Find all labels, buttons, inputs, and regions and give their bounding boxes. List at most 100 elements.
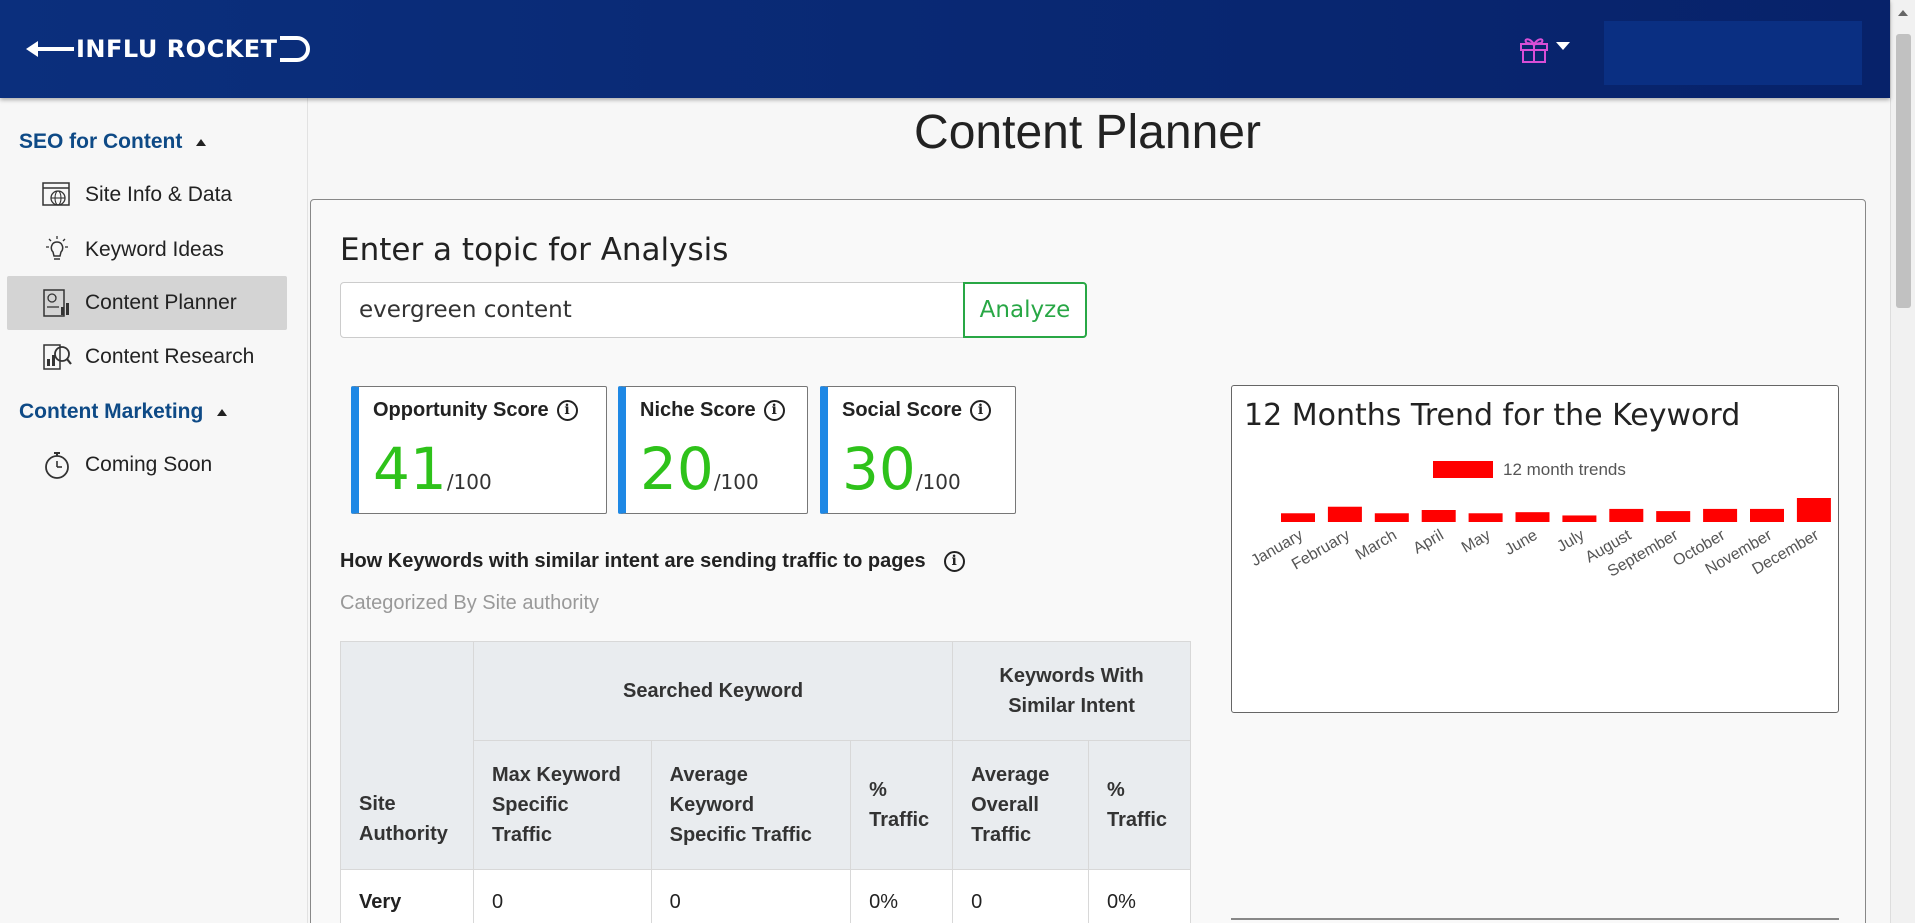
score-value: 30: [842, 435, 916, 503]
trend-chart-card: 12 Months Trend for the Keyword 12 month…: [1231, 385, 1839, 713]
trend-bar-october[interactable]: [1703, 508, 1738, 522]
score-value-row: 20/100: [640, 435, 759, 503]
table-cell: 0%: [1088, 869, 1191, 923]
table-cell: 0: [952, 869, 1089, 923]
topic-heading: Enter a topic for Analysis: [340, 232, 729, 268]
sidebar-item-keyword-ideas[interactable]: Keyword Ideas: [7, 223, 287, 277]
sidebar-item-site-info[interactable]: Site Info & Data: [7, 168, 287, 222]
table-header-row: Max Keyword Specific Traffic Average Key…: [341, 740, 1191, 870]
traffic-heading-text: How Keywords with similar intent are sen…: [340, 550, 926, 572]
legend-swatch[interactable]: [1433, 461, 1493, 478]
month-tick-label: March: [1353, 527, 1400, 564]
score-title-text: Social Score: [842, 399, 963, 421]
group-header-similar-intent: Keywords With Similar Intent: [952, 641, 1191, 741]
sidebar-item-coming-soon[interactable]: Coming Soon: [7, 438, 287, 492]
top-navbar: INFLU ROCKET: [0, 0, 1890, 98]
collapse-triangle-icon: [196, 138, 207, 146]
report-chart-icon: [43, 289, 69, 317]
opportunity-score-card: Opportunity Score i 41/100: [351, 386, 607, 514]
score-max: /100: [915, 470, 961, 494]
score-value-row: 41/100: [373, 435, 492, 503]
analyze-button[interactable]: Analyze: [963, 282, 1087, 338]
table-row: Very 0 0 0% 0 0%: [340, 869, 1191, 923]
trend-bar-august[interactable]: [1609, 508, 1644, 522]
column-header: % Traffic: [1088, 740, 1191, 870]
info-icon[interactable]: i: [943, 551, 965, 572]
table-group-header-row: Site Authority Searched Keyword Keywords…: [340, 641, 1191, 870]
sidebar-item-label: Site Info & Data: [85, 183, 233, 206]
user-menu[interactable]: [1604, 21, 1862, 85]
trend-bar-september[interactable]: [1656, 511, 1691, 522]
logo-text: INFLU ROCKET: [76, 35, 278, 63]
collapse-triangle-icon: [217, 408, 228, 416]
month-tick-label: June: [1502, 527, 1541, 559]
info-icon[interactable]: i: [763, 400, 785, 421]
trend-bar-january[interactable]: [1281, 513, 1315, 522]
niche-score-card: Niche Score i 20/100: [618, 386, 808, 514]
trend-bar-june[interactable]: [1515, 512, 1550, 522]
table-cell: Very: [340, 869, 474, 923]
globe-grid-icon: [42, 182, 70, 206]
trend-bar-may[interactable]: [1468, 513, 1503, 522]
sidebar-section-content-marketing[interactable]: Content Marketing: [19, 400, 228, 424]
column-header: Max Keyword Specific Traffic: [472, 740, 652, 870]
legend-label[interactable]: 12 month trends: [1503, 460, 1626, 479]
score-value: 20: [640, 435, 714, 503]
month-tick-label: April: [1410, 527, 1446, 558]
logo-arrow-icon: [26, 41, 74, 57]
gift-icon[interactable]: [1518, 32, 1550, 64]
trend-bar-july[interactable]: [1562, 515, 1597, 522]
page-scrollbar[interactable]: [1890, 0, 1915, 923]
month-tick-label: May: [1459, 527, 1494, 557]
score-max: /100: [713, 470, 759, 494]
score-value: 41: [373, 435, 447, 503]
stopwatch-icon: [45, 452, 69, 479]
page-title: Content Planner: [914, 106, 1261, 159]
sidebar-item-content-research[interactable]: Content Research: [7, 330, 287, 384]
next-card-edge: [1231, 918, 1839, 920]
traffic-heading: How Keywords with similar intent are sen…: [340, 550, 965, 573]
score-card-title: Opportunity Score i: [373, 399, 578, 422]
column-header: Average Keyword Specific Traffic: [650, 740, 852, 870]
lightbulb-icon: [46, 236, 68, 260]
score-title-text: Opportunity Score: [373, 399, 549, 421]
trend-bar-march[interactable]: [1374, 513, 1409, 522]
sidebar-item-label: Content Research: [85, 345, 255, 368]
column-header: % Traffic: [850, 740, 954, 870]
score-card-title: Social Score i: [842, 399, 992, 422]
social-score-card: Social Score i 30/100: [820, 386, 1016, 514]
score-value-row: 30/100: [842, 435, 961, 503]
gift-dropdown-caret-icon[interactable]: [1556, 42, 1570, 50]
traffic-table: Site Authority Searched Keyword Keywords…: [340, 641, 1191, 923]
topic-input[interactable]: [340, 282, 964, 338]
table-cell: 0: [472, 869, 652, 923]
scrollbar-thumb[interactable]: [1896, 34, 1911, 308]
sidebar-item-content-planner[interactable]: Content Planner: [7, 276, 287, 330]
info-icon[interactable]: i: [970, 400, 992, 421]
trend-bar-december[interactable]: [1796, 498, 1831, 522]
column-header-site-authority: Site Authority: [340, 641, 474, 870]
sidebar-item-label: Content Planner: [85, 291, 237, 314]
traffic-subheading: Categorized By Site authority: [340, 592, 600, 614]
sidebar-item-label: Coming Soon: [85, 453, 213, 476]
sidebar-section-label: Content Marketing: [19, 400, 204, 423]
score-title-text: Niche Score: [640, 399, 756, 421]
table-cell: 0: [650, 869, 852, 923]
info-icon[interactable]: i: [556, 400, 578, 421]
column-header: Average Overall Traffic: [952, 740, 1089, 870]
influ-rocket-logo[interactable]: INFLU ROCKET: [26, 26, 310, 72]
table-cell: 0%: [850, 869, 954, 923]
scroll-up-arrow-icon[interactable]: [1898, 10, 1908, 16]
trend-bar-april[interactable]: [1421, 510, 1456, 522]
logo-rocket-icon: [279, 36, 310, 62]
sidebar-section-label: SEO for Content: [19, 130, 183, 153]
trend-bar-february[interactable]: [1327, 506, 1362, 522]
trend-chart-title: 12 Months Trend for the Keyword: [1244, 398, 1741, 433]
score-max: /100: [446, 470, 492, 494]
group-header-searched-keyword: Searched Keyword: [472, 641, 954, 741]
trend-bar-november[interactable]: [1750, 508, 1784, 522]
sidebar-item-label: Keyword Ideas: [85, 238, 224, 261]
score-card-title: Niche Score i: [640, 399, 785, 422]
sidebar-section-seo-for-content[interactable]: SEO for Content: [19, 130, 207, 154]
